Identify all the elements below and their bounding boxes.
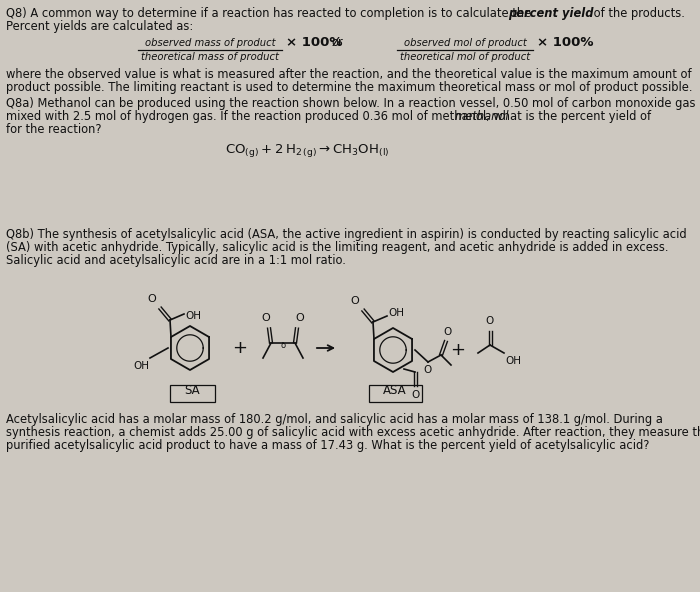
Text: ASA: ASA	[383, 384, 407, 397]
Text: theoretical mass of product: theoretical mass of product	[141, 52, 279, 62]
Text: o: o	[281, 340, 286, 349]
Text: OH: OH	[388, 308, 404, 318]
Text: mixed with 2.5 mol of hydrogen gas. If the reaction produced 0.36 mol of methano: mixed with 2.5 mol of hydrogen gas. If t…	[6, 110, 654, 123]
Text: O: O	[295, 313, 304, 323]
Text: × 100%: × 100%	[537, 36, 594, 49]
Text: observed mass of product: observed mass of product	[145, 38, 275, 48]
Text: SA: SA	[184, 384, 199, 397]
Text: O: O	[444, 327, 452, 337]
Text: Q8) A common way to determine if a reaction has reacted to completion is to calc: Q8) A common way to determine if a react…	[6, 7, 535, 20]
Text: Acetylsalicylic acid has a molar mass of 180.2 g/mol, and salicylic acid has a m: Acetylsalicylic acid has a molar mass of…	[6, 413, 663, 426]
Text: theoretical mol of product: theoretical mol of product	[400, 52, 530, 62]
Text: O: O	[262, 313, 270, 323]
Text: product possible. The limiting reactant is used to determine the maximum theoret: product possible. The limiting reactant …	[6, 81, 692, 94]
Text: O: O	[411, 390, 419, 400]
Text: percent yield: percent yield	[508, 7, 594, 20]
Text: where the observed value is what is measured after the reaction, and the theoret: where the observed value is what is meas…	[6, 68, 692, 81]
Text: +: +	[451, 341, 466, 359]
Text: O: O	[486, 316, 494, 326]
Text: OH: OH	[133, 361, 149, 371]
FancyBboxPatch shape	[169, 384, 214, 401]
Text: Q8b) The synthesis of acetylsalicylic acid (ASA, the active ingredient in aspiri: Q8b) The synthesis of acetylsalicylic ac…	[6, 228, 687, 241]
Text: O: O	[423, 365, 431, 375]
Text: synthesis reaction, a chemist adds 25.00 g of salicylic acid with excess acetic : synthesis reaction, a chemist adds 25.00…	[6, 426, 700, 439]
Text: observed mol of product: observed mol of product	[404, 38, 526, 48]
Text: O: O	[148, 294, 156, 304]
Text: +: +	[232, 339, 248, 357]
Text: Salicylic acid and acetylsalicylic acid are in a 1:1 mol ratio.: Salicylic acid and acetylsalicylic acid …	[6, 254, 346, 267]
FancyBboxPatch shape	[368, 384, 421, 401]
Text: (SA) with acetic anhydride. Typically, salicylic acid is the limiting reagent, a: (SA) with acetic anhydride. Typically, s…	[6, 241, 668, 254]
Text: OH: OH	[505, 356, 521, 366]
Text: or: or	[331, 36, 343, 49]
Text: OH: OH	[185, 311, 201, 321]
Text: O: O	[351, 296, 359, 306]
Text: for the reaction?: for the reaction?	[6, 123, 101, 136]
Text: Percent yields are calculated as:: Percent yields are calculated as:	[6, 20, 193, 33]
Text: Q8a) Methanol can be produced using the reaction shown below. In a reaction vess: Q8a) Methanol can be produced using the …	[6, 97, 700, 110]
Text: $\mathrm{CO_{(g)} + 2\,H_{2\,(g)} \rightarrow CH_3OH_{(l)}}$: $\mathrm{CO_{(g)} + 2\,H_{2\,(g)} \right…	[225, 142, 389, 159]
Text: × 100%: × 100%	[286, 36, 342, 49]
Text: of the products.: of the products.	[590, 7, 685, 20]
Text: purified acetylsalicylic acid product to have a mass of 17.43 g. What is the per: purified acetylsalicylic acid product to…	[6, 439, 650, 452]
Text: methanol: methanol	[455, 110, 510, 123]
